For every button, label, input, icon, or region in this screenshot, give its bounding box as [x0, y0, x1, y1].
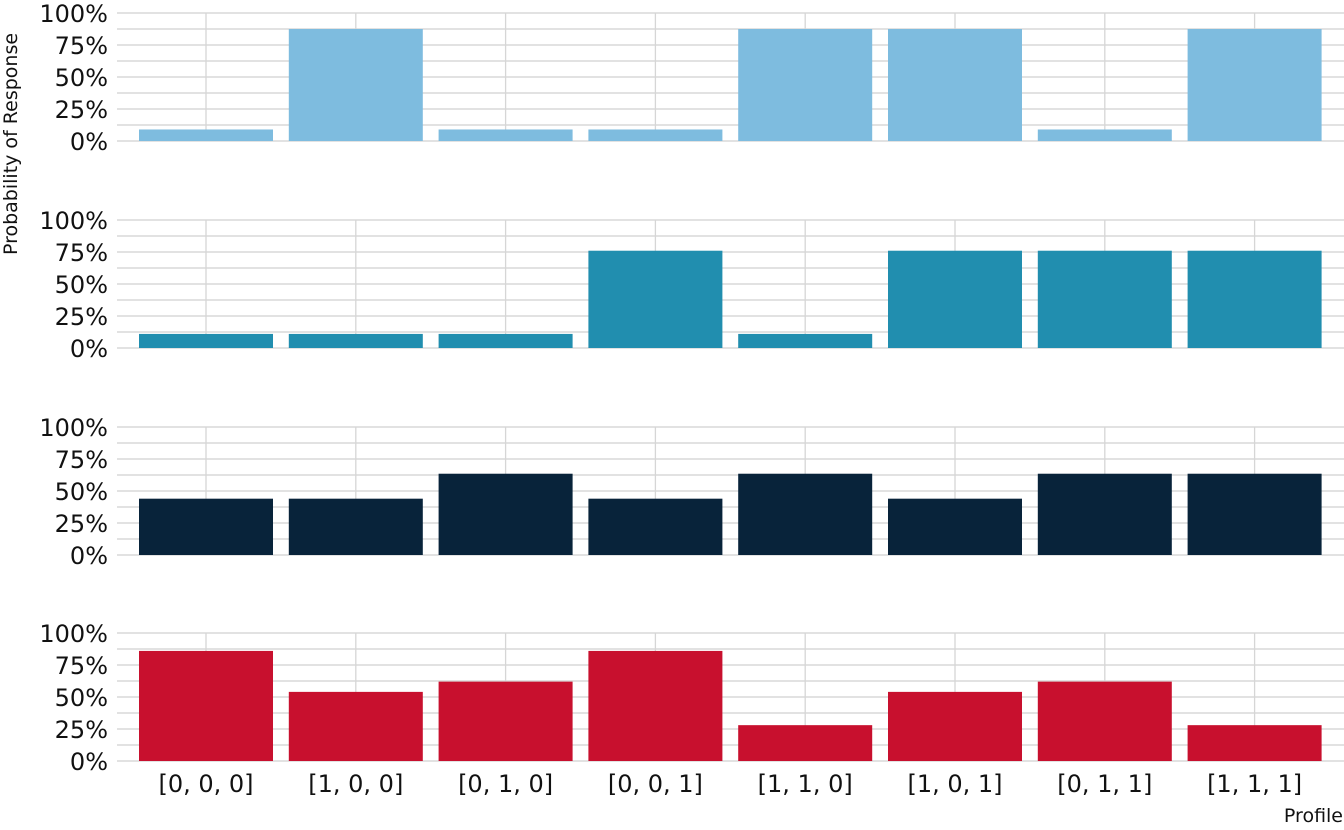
- y-tick-label: 100%: [39, 414, 108, 442]
- bar: [1187, 250, 1322, 348]
- x-axis-title: Profile: [1284, 805, 1343, 827]
- x-tick-label: [1, 0, 0]: [308, 770, 403, 798]
- bar: [288, 29, 423, 141]
- bar: [1037, 129, 1172, 141]
- y-tick-label: 25%: [55, 303, 108, 331]
- y-tick-label: 25%: [55, 96, 108, 124]
- y-tick-label: 100%: [39, 620, 108, 648]
- x-tick-label: [0, 1, 1]: [1057, 770, 1152, 798]
- bar: [738, 473, 873, 555]
- y-tick-label: 50%: [55, 64, 108, 92]
- panel-4: 0% 25% 50% 75% 100%: [39, 620, 1344, 776]
- bar: [288, 691, 423, 761]
- x-tick-label: [1, 1, 1]: [1207, 770, 1302, 798]
- y-tick-label: 0%: [70, 335, 108, 363]
- bar: [139, 650, 273, 761]
- bar: [888, 691, 1022, 761]
- bar: [1187, 473, 1322, 555]
- bar: [438, 473, 573, 555]
- x-tick-label: [0, 0, 0]: [158, 770, 253, 798]
- bar: [588, 498, 723, 555]
- bar: [139, 333, 273, 348]
- bar: [139, 129, 273, 141]
- bar: [1187, 29, 1322, 141]
- bar: [588, 650, 723, 761]
- y-tick-label: 75%: [55, 239, 108, 267]
- x-tick-label: [0, 0, 1]: [608, 770, 703, 798]
- bar: [588, 250, 723, 348]
- bar: [1037, 681, 1172, 761]
- x-axis-tick-labels: [0, 0, 0] [1, 0, 0] [0, 1, 0] [0, 0, 1] [1, …: [158, 770, 1302, 798]
- y-tick-label: 100%: [39, 207, 108, 235]
- x-tick-label: [0, 1, 0]: [458, 770, 553, 798]
- y-tick-label: 75%: [55, 446, 108, 474]
- y-tick-label: 0%: [70, 542, 108, 570]
- bar: [438, 333, 573, 348]
- bar: [288, 333, 423, 348]
- y-tick-label: 75%: [55, 652, 108, 680]
- bar: [1037, 250, 1172, 348]
- bar: [139, 498, 273, 555]
- y-tick-label: 50%: [55, 478, 108, 506]
- bar: [738, 29, 873, 141]
- y-tick-label: 0%: [70, 128, 108, 156]
- bar: [588, 129, 723, 141]
- panel-1: 0% 25% 50% 75% 100%: [39, 0, 1344, 156]
- panel-3: 0% 25% 50% 75% 100%: [39, 414, 1344, 570]
- bar: [438, 681, 573, 761]
- bar: [738, 725, 873, 761]
- y-tick-label: 25%: [55, 510, 108, 538]
- y-tick-label: 100%: [39, 0, 108, 28]
- y-tick-label: 50%: [55, 684, 108, 712]
- bar: [888, 498, 1022, 555]
- bar: [1187, 725, 1322, 761]
- bar: [888, 29, 1022, 141]
- chart-panels: 0% 25% 50% 75% 100% 0% 25% 50% 75% 100% 0% 25% 50% 75…: [39, 0, 1344, 776]
- y-tick-label: 25%: [55, 716, 108, 744]
- y-tick-label: 75%: [55, 32, 108, 60]
- panel-2: 0% 25% 50% 75% 100%: [39, 207, 1344, 363]
- y-tick-label: 50%: [55, 271, 108, 299]
- bar: [288, 498, 423, 555]
- x-tick-label: [1, 0, 1]: [907, 770, 1002, 798]
- bar: [888, 250, 1022, 348]
- y-axis-title: Probability of Response: [0, 33, 22, 255]
- bar: [738, 333, 873, 348]
- y-tick-label: 0%: [70, 748, 108, 776]
- bar: [438, 129, 573, 141]
- x-tick-label: [1, 1, 0]: [758, 770, 853, 798]
- bar: [1037, 473, 1172, 555]
